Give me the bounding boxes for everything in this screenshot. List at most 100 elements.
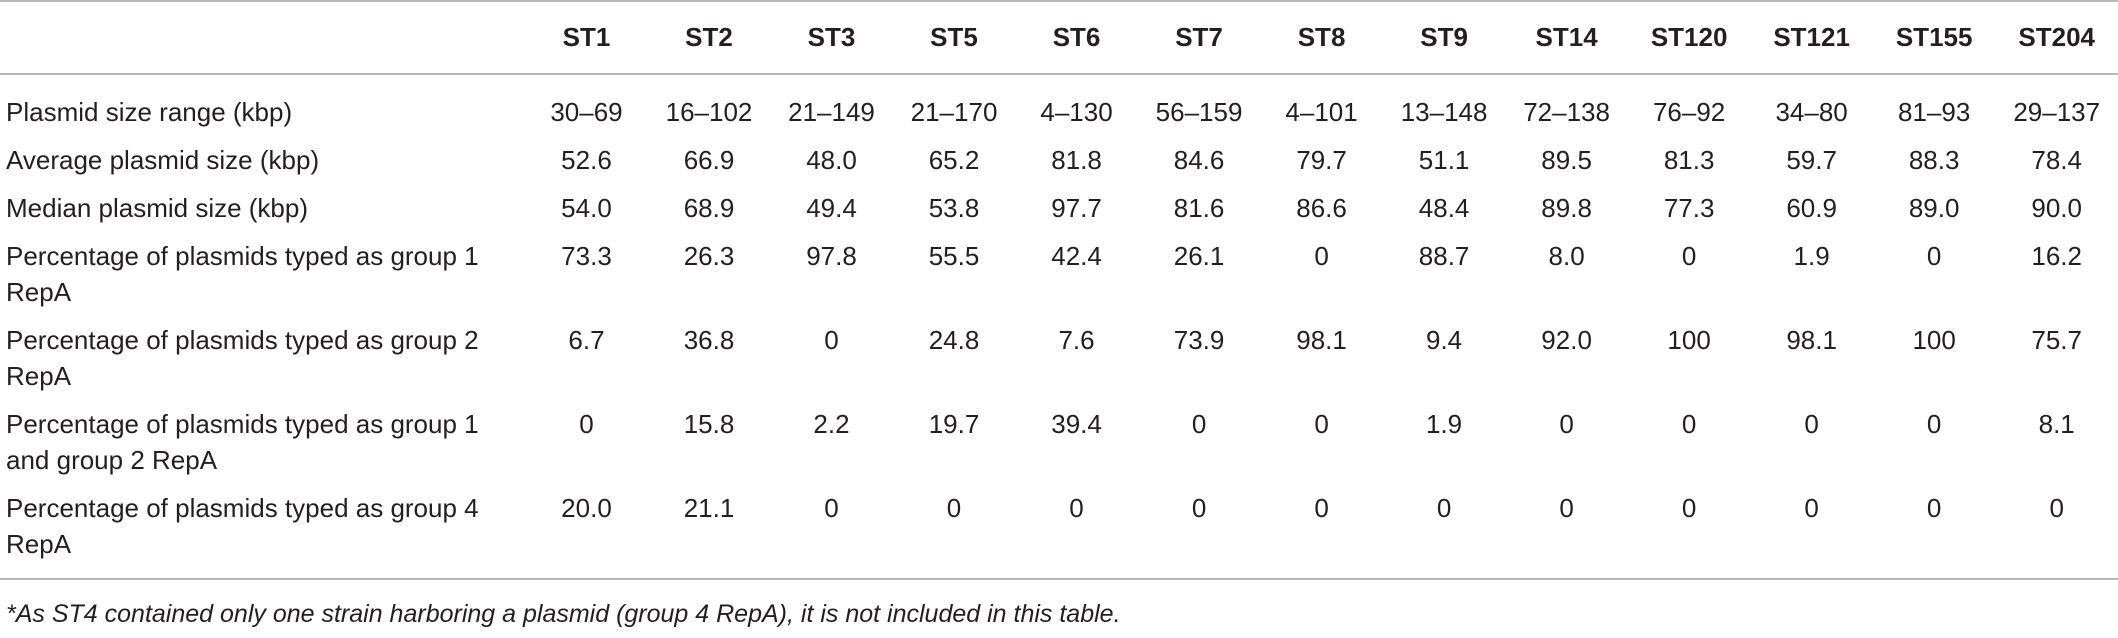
table-cell: 0	[1314, 409, 1329, 439]
table-cell: 2.2	[813, 409, 850, 439]
table-cell: 36.8	[683, 325, 735, 355]
table-cell: 29–137	[2013, 97, 2101, 127]
header-cell: ST120	[1627, 0, 1751, 75]
row-label: Percentage of plasmids typed as group 4 …	[0, 490, 526, 580]
table-cell: 21.1	[647, 490, 771, 580]
table-cell: 39.4	[1051, 409, 1102, 439]
table-cell: 1.9	[1426, 409, 1463, 439]
table-cell: 65.2	[928, 145, 980, 175]
table-cell: 0	[824, 325, 839, 355]
table-cell: 88.3	[1908, 145, 1960, 175]
header-cell-empty	[0, 0, 526, 75]
table-cell: 97.7	[1051, 193, 1102, 223]
table-cell: 0	[1627, 490, 1751, 580]
table-cell: 68.9	[683, 193, 735, 223]
table-cell: 0	[1750, 490, 1873, 580]
table-cell: 0	[1926, 409, 1942, 439]
table-row: Median plasmid size (kbp) 54.0 68.9 49.4…	[0, 190, 2118, 238]
table-cell: 0	[1015, 490, 1138, 580]
table-cell: 21–170	[910, 97, 998, 127]
table-cell: 0	[1926, 241, 1942, 271]
table-cell: 4–101	[1285, 97, 1358, 127]
header-cell: ST1	[525, 0, 648, 75]
table-cell: 0	[1681, 409, 1697, 439]
table-cell: 52.6	[561, 145, 612, 175]
table-cell: 81–93	[1897, 97, 1971, 127]
table-cell: 89.5	[1541, 145, 1592, 175]
table-cell: 86.6	[1296, 193, 1347, 223]
table-cell: 84.6	[1173, 145, 1225, 175]
row-label: Average plasmid size (kbp)	[6, 145, 320, 175]
table-cell: 0	[1804, 409, 1819, 439]
table-row: Plasmid size range (kbp) 30–69 16–102 21…	[0, 74, 2118, 142]
table-cell: 97.8	[806, 241, 857, 271]
header-cell: ST121	[1750, 0, 1873, 75]
table-cell: 100	[1912, 325, 1956, 355]
header-cell: ST2	[647, 0, 771, 75]
table-cell: 0	[1260, 490, 1383, 580]
table-cell: 78.4	[2031, 145, 2082, 175]
table-cell: 34–80	[1775, 97, 1848, 127]
table-cell: 0	[892, 490, 1016, 580]
table-cell: 100	[1667, 325, 1711, 355]
table-cell: 16.2	[2031, 241, 2082, 271]
table-footnote: *As ST4 contained only one strain harbor…	[6, 600, 1121, 628]
table-cell: 6.7	[568, 325, 605, 355]
table-cell: 55.5	[928, 241, 980, 271]
table-row: Percentage of plasmids typed as group 1 …	[0, 238, 2118, 322]
table-cell: 77.3	[1663, 193, 1715, 223]
table-cell: 0	[1559, 409, 1574, 439]
header-cell: ST14	[1505, 0, 1628, 75]
table-cell: 48.4	[1418, 193, 1470, 223]
header-cell: ST9	[1382, 0, 1506, 75]
table-cell: 19.7	[928, 409, 980, 439]
table-cell: 66.9	[683, 145, 735, 175]
table-cell: 98.1	[1296, 325, 1347, 355]
table-cell: 73.3	[561, 241, 612, 271]
table-row: Average plasmid size (kbp) 52.6 66.9 48.…	[0, 142, 2118, 190]
table-cell: 56–159	[1155, 97, 1243, 127]
row-label: Percentage of plasmids typed as group 2 …	[6, 325, 479, 391]
row-label: Plasmid size range (kbp)	[6, 97, 293, 127]
table-cell: 59.7	[1786, 145, 1837, 175]
table-cell: 26.3	[683, 241, 735, 271]
table-cell: 81.8	[1051, 145, 1102, 175]
row-label: Percentage of plasmids typed as group 1 …	[6, 241, 479, 307]
table-cell: 0	[1382, 490, 1506, 580]
table-cell: 90.0	[2031, 193, 2082, 223]
table-cell: 0	[1681, 241, 1697, 271]
table-cell: 0	[1505, 490, 1628, 580]
table-cell: 49.4	[806, 193, 857, 223]
table-cell: 0	[579, 409, 594, 439]
table-cell: 21–149	[788, 97, 875, 127]
table-cell: 60.9	[1786, 193, 1837, 223]
table-cell: 73.9	[1173, 325, 1225, 355]
table-cell: 0	[1191, 409, 1207, 439]
row-label: Percentage of plasmids typed as group 1 …	[6, 409, 479, 475]
table-cell: 4–130	[1040, 97, 1113, 127]
row-label: Median plasmid size (kbp)	[6, 193, 309, 223]
header-cell: ST7	[1137, 0, 1261, 75]
table-header-row: ST1 ST2 ST3 ST5 ST6 ST7 ST8 ST9 ST14 ST1…	[0, 0, 2118, 75]
plasmid-table: ST1 ST2 ST3 ST5 ST6 ST7 ST8 ST9 ST14 ST1…	[0, 0, 2118, 580]
table-cell: 89.8	[1541, 193, 1592, 223]
table-cell: 75.7	[2031, 325, 2082, 355]
table-cell: 53.8	[928, 193, 980, 223]
header-cell: ST8	[1260, 0, 1383, 75]
table-cell: 88.7	[1418, 241, 1470, 271]
table-cell: 0	[1314, 241, 1329, 271]
table-cell: 0	[770, 490, 893, 580]
table-cell: 89.0	[1908, 193, 1960, 223]
table-row: Percentage of plasmids typed as group 4 …	[0, 490, 2118, 580]
header-cell: ST204	[1995, 0, 2118, 75]
header-cell: ST5	[892, 0, 1016, 75]
table-cell: 98.1	[1786, 325, 1837, 355]
table-row: Percentage of plasmids typed as group 2 …	[0, 322, 2118, 406]
table-cell: 48.0	[806, 145, 857, 175]
header-cell: ST155	[1872, 0, 1996, 75]
table-cell: 0	[1872, 490, 1996, 580]
table-cell: 15.8	[683, 409, 735, 439]
table-cell: 26.1	[1173, 241, 1225, 271]
table-cell: 81.3	[1663, 145, 1715, 175]
table-cell: 13–148	[1400, 97, 1488, 127]
